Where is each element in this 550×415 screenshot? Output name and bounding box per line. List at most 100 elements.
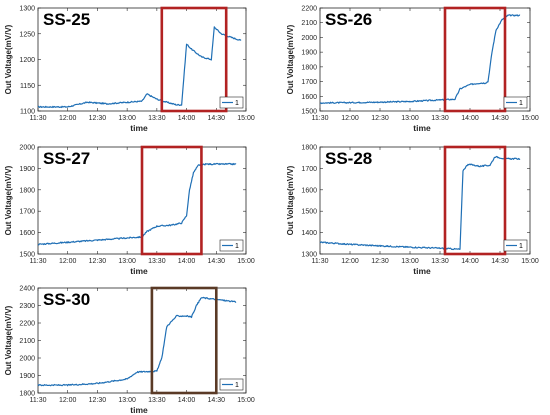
y-tick-label: 1500 — [19, 252, 35, 259]
x-tick-label: 11:30 — [312, 115, 329, 122]
x-tick-label: 13:00 — [401, 115, 419, 122]
legend-label: 1 — [519, 100, 523, 107]
series-line-1 — [37, 162, 237, 246]
y-tick-label: 1500 — [301, 209, 317, 216]
x-tick-label: 12:30 — [89, 115, 107, 122]
y-tick-label: 1800 — [19, 391, 35, 398]
y-tick-label: 1800 — [301, 64, 317, 71]
chart-panel-ss-30: 11:30 12:00 12:30 13:00 13:30 14:00 14:30 15:00… — [4, 286, 255, 415]
x-tick-label: 11:30 — [30, 115, 47, 122]
y-tick-label: 1500 — [301, 109, 317, 116]
x-tick-label: 14:00 — [178, 115, 196, 122]
y-tick-label: 1900 — [301, 50, 317, 57]
x-tick-label: 12:30 — [89, 397, 107, 404]
x-tick-label: 15:00 — [237, 397, 255, 404]
panel-title: SS-25 — [43, 10, 90, 29]
x-tick-label: 15:00 — [237, 115, 255, 122]
x-tick-label: 15:00 — [237, 258, 255, 265]
series-line-1 — [319, 155, 521, 251]
y-axis-label: Out Voltage(mV/V) — [4, 24, 13, 94]
legend-label: 1 — [235, 100, 239, 107]
x-tick-label: 14:00 — [178, 258, 196, 265]
y-tick-label: 1600 — [19, 230, 35, 237]
x-axis-label: time — [130, 266, 148, 276]
y-tick-label: 2000 — [19, 356, 35, 363]
y-tick-label: 1900 — [19, 373, 35, 380]
y-tick-label: 1600 — [301, 94, 317, 101]
x-tick-label: 11:30 — [30, 258, 47, 265]
series-line-1 — [37, 26, 242, 109]
highlight-box — [140, 145, 203, 256]
y-tick-label: 1600 — [301, 187, 317, 194]
y-axis-label: Out Voltage(mV/V) — [4, 305, 13, 375]
x-tick-label: 14:00 — [178, 397, 196, 404]
chart-panel-ss-28: 11:30 12:00 12:30 13:00 13:30 14:00 14:30 15:00… — [286, 145, 539, 277]
x-tick-label: 14:30 — [208, 258, 226, 265]
x-tick-label: 14:00 — [461, 258, 479, 265]
x-tick-label: 12:00 — [59, 397, 77, 404]
y-tick-label: 2000 — [19, 145, 35, 152]
plot-area — [319, 146, 531, 255]
x-tick-label: 14:30 — [491, 258, 509, 265]
x-tick-label: 12:00 — [59, 258, 77, 265]
legend-label: 1 — [235, 382, 239, 389]
x-tick-label: 13:00 — [118, 258, 136, 265]
x-tick-label: 12:00 — [341, 258, 359, 265]
y-tick-label: 1300 — [301, 252, 317, 259]
y-axis-label: Out Voltage(mV/V) — [4, 165, 13, 235]
x-tick-label: 12:30 — [371, 115, 389, 122]
panel-title: SS-30 — [43, 290, 90, 309]
y-axis-label: Out Voltage(mV/V) — [286, 165, 295, 235]
x-tick-label: 13:00 — [118, 397, 136, 404]
panel-title: SS-27 — [43, 149, 90, 168]
x-tick-label: 12:00 — [341, 115, 359, 122]
x-tick-label: 13:30 — [148, 397, 166, 404]
y-tick-label: 2000 — [301, 35, 317, 42]
x-axis-label: time — [130, 123, 148, 133]
y-tick-label: 1700 — [301, 79, 317, 86]
x-axis-label: time — [130, 405, 148, 415]
y-tick-label: 1900 — [19, 166, 35, 173]
plot-area — [319, 7, 531, 112]
series-line-1 — [319, 14, 521, 105]
y-tick-label: 1700 — [19, 209, 35, 216]
highlight-box — [443, 6, 507, 113]
highlight-box — [443, 145, 507, 256]
y-tick-label: 1100 — [20, 109, 35, 116]
panel-title: SS-26 — [325, 10, 372, 29]
y-tick-label: 1800 — [19, 187, 35, 194]
x-tick-label: 13:30 — [148, 115, 166, 122]
x-tick-label: 14:30 — [208, 397, 226, 404]
y-tick-label: 1400 — [301, 230, 317, 237]
highlight-box — [160, 6, 228, 113]
y-tick-label: 2200 — [301, 6, 317, 13]
legend-label: 1 — [519, 243, 523, 250]
panel-grid: 11:30 12:00 12:30 13:00 13:30 14:00 14:30 15:00… — [4, 6, 539, 415]
y-tick-label: 2200 — [19, 321, 35, 328]
y-tick-label: 2400 — [19, 286, 35, 293]
x-tick-label: 13:00 — [401, 258, 419, 265]
x-axis-label: time — [413, 123, 431, 133]
x-tick-label: 12:30 — [371, 258, 389, 265]
y-tick-label: 2300 — [19, 303, 35, 310]
x-tick-label: 13:00 — [118, 115, 136, 122]
y-tick-label: 1300 — [19, 6, 35, 13]
x-tick-label: 11:30 — [312, 258, 329, 265]
y-axis-label: Out Voltage(mV/V) — [286, 24, 295, 94]
y-tick-label: 1150 — [20, 83, 35, 90]
x-tick-label: 13:30 — [431, 115, 449, 122]
x-tick-label: 15:00 — [521, 115, 539, 122]
chart-panel-ss-26: 11:30 12:00 12:30 13:00 13:30 14:00 14:30 15:00… — [286, 6, 539, 134]
highlight-box — [150, 286, 218, 395]
x-tick-label: 13:30 — [148, 258, 166, 265]
y-tick-label: 1700 — [301, 166, 317, 173]
x-tick-label: 14:00 — [461, 115, 479, 122]
y-tick-label: 1800 — [301, 145, 317, 152]
y-tick-label: 2100 — [19, 338, 35, 345]
y-tick-label: 1250 — [19, 31, 35, 38]
x-tick-label: 12:30 — [89, 258, 107, 265]
x-tick-label: 13:30 — [431, 258, 449, 265]
x-tick-label: 14:30 — [491, 115, 509, 122]
x-axis-label: time — [413, 266, 431, 276]
